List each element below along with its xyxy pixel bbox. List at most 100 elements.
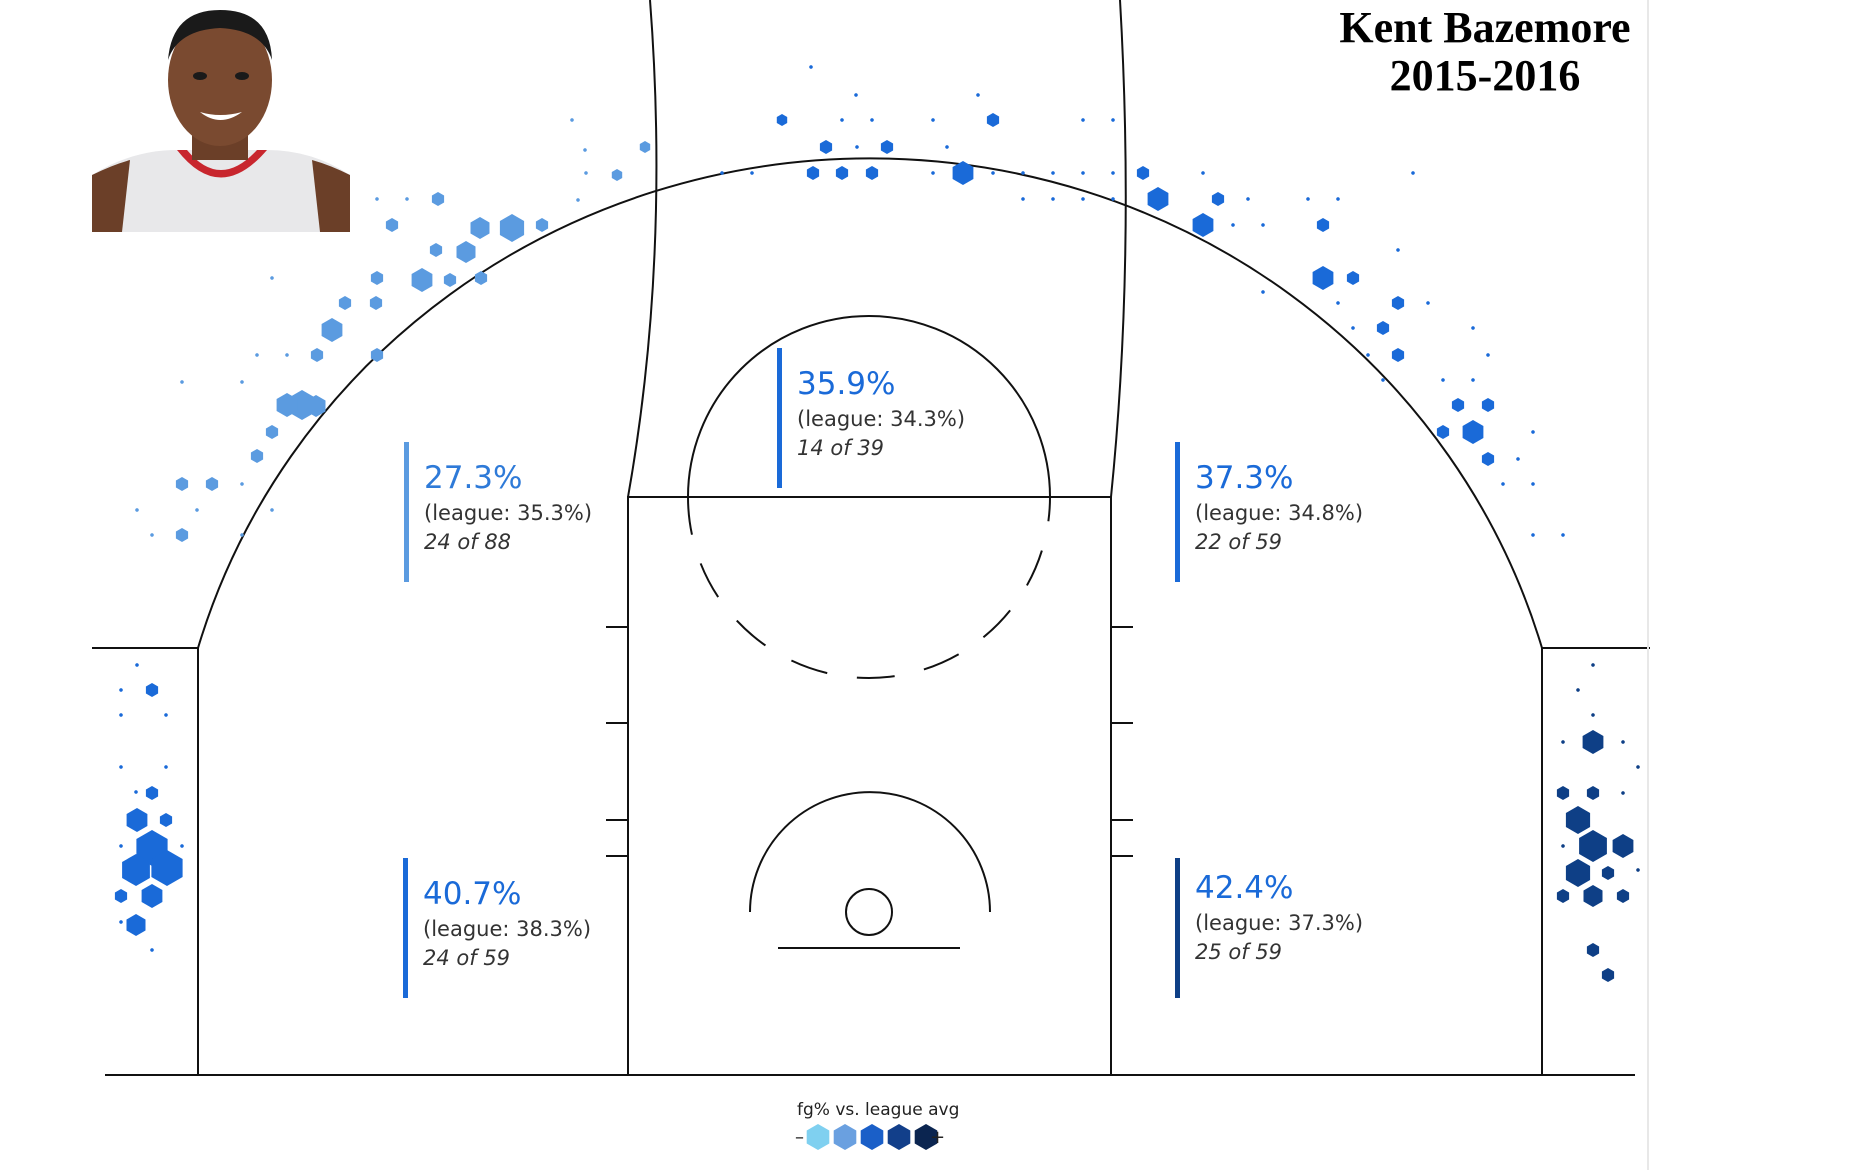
zone-top-key: 35.9% (league: 34.3%) 14 of 39 — [777, 348, 965, 488]
court-lines — [92, 0, 1650, 1076]
shot-hex — [1246, 197, 1250, 201]
shot-hex — [1561, 740, 1565, 744]
legend-minus: – — [795, 1127, 804, 1148]
shot-hexagons — [114, 65, 1640, 982]
shot-hex — [1451, 398, 1465, 412]
shot-hex — [240, 482, 244, 486]
shot-hex — [119, 765, 123, 769]
zone-left-wing-three: 27.3% (league: 35.3%) 24 of 88 — [404, 442, 592, 582]
legend-hexagons — [806, 1124, 938, 1150]
shot-hex — [175, 528, 189, 542]
zone-made: 24 of 59 — [423, 946, 511, 970]
shot-hex — [952, 161, 974, 185]
shot-hex — [1636, 868, 1640, 872]
shot-hex — [1211, 192, 1225, 206]
shot-hex — [1136, 166, 1150, 180]
legend-title: fg% vs. league avg — [797, 1100, 960, 1120]
shot-hex — [1561, 533, 1565, 537]
shot-hex — [1586, 943, 1600, 957]
shot-hex — [976, 93, 980, 97]
ft-circle-top — [687, 315, 1051, 498]
shot-hex — [135, 508, 139, 512]
shot-hex — [1583, 885, 1603, 907]
shot-hex — [443, 273, 457, 287]
shot-hex — [1021, 171, 1025, 175]
shot-hex — [1531, 482, 1535, 486]
shot-hex — [369, 296, 383, 310]
shot-hex — [1531, 533, 1535, 537]
shot-hex — [1556, 786, 1570, 800]
ft-circle-bottom — [687, 496, 1051, 679]
legend-swatch — [914, 1124, 938, 1150]
shot-hex — [639, 141, 651, 153]
shot-hex — [499, 214, 525, 242]
zone-league: (league: 37.3%) — [1195, 911, 1364, 935]
shot-hex — [456, 241, 476, 263]
shot-hex — [1111, 171, 1115, 175]
shot-hex — [1021, 197, 1025, 201]
shot-hex — [1081, 171, 1085, 175]
zone-bar — [1175, 442, 1180, 582]
paint — [627, 496, 1112, 1076]
zone-fg-pct: 42.4% — [1195, 870, 1294, 906]
shot-hex — [270, 508, 274, 512]
shot-hex — [1586, 786, 1600, 800]
shot-hex — [265, 425, 279, 439]
shot-hex — [840, 118, 844, 122]
three-point-arc — [197, 157, 1543, 649]
legend-swatch — [833, 1124, 857, 1150]
hoop — [845, 888, 893, 936]
legend-plus: + — [930, 1127, 946, 1148]
zone-made: 14 of 39 — [797, 436, 885, 460]
player-photo — [92, 0, 350, 232]
shot-hex — [583, 148, 587, 152]
shot-hex — [1621, 740, 1625, 744]
shot-hex — [1565, 806, 1591, 834]
shot-hex — [991, 171, 995, 175]
shot-hex — [119, 920, 123, 924]
shot-hex — [1486, 353, 1490, 357]
shot-hex — [134, 790, 138, 794]
shot-hex — [285, 353, 289, 357]
shot-hex — [1612, 834, 1634, 858]
shot-hex — [809, 65, 813, 69]
shot-hex — [1591, 663, 1595, 667]
shot-hex — [720, 171, 724, 175]
shot-hex — [180, 844, 184, 848]
shot-hex — [411, 268, 433, 292]
shot-hex — [1231, 223, 1235, 227]
shot-hex — [1561, 844, 1565, 848]
shot-hex — [1111, 197, 1115, 201]
shot-hex — [1111, 118, 1115, 122]
shot-hex — [175, 477, 189, 491]
shot-hex — [205, 477, 219, 491]
shot-hex — [1426, 301, 1430, 305]
shot-hex — [535, 218, 549, 232]
shot-hex — [1621, 791, 1625, 795]
shot-hex — [159, 813, 173, 827]
shot-hex — [1381, 378, 1385, 382]
shot-hex — [164, 765, 168, 769]
shot-hex — [576, 198, 580, 202]
shot-hex — [1616, 889, 1630, 903]
legend-swatch — [806, 1124, 830, 1150]
shot-hex — [1366, 353, 1370, 357]
right-border — [1647, 0, 1649, 1170]
shot-hex — [931, 118, 935, 122]
shot-hex — [145, 683, 159, 697]
shot-hex — [1471, 378, 1475, 382]
shot-hex — [180, 380, 184, 384]
shot-hex — [338, 296, 352, 310]
shot-hex — [776, 114, 788, 126]
shot-hex — [151, 850, 183, 886]
shot-hex — [750, 171, 754, 175]
player-name: Kent Bazemore — [1339, 3, 1631, 52]
shot-hex — [370, 348, 384, 362]
shot-hex — [150, 948, 154, 952]
zone-right-corner-three: 42.4% (league: 37.3%) 25 of 59 — [1175, 858, 1363, 998]
shot-hex — [1391, 296, 1405, 310]
zone-bar — [403, 858, 408, 998]
shot-hex — [119, 713, 123, 717]
zone-fg-pct: 27.3% — [424, 460, 523, 496]
shot-hex — [1471, 326, 1475, 330]
